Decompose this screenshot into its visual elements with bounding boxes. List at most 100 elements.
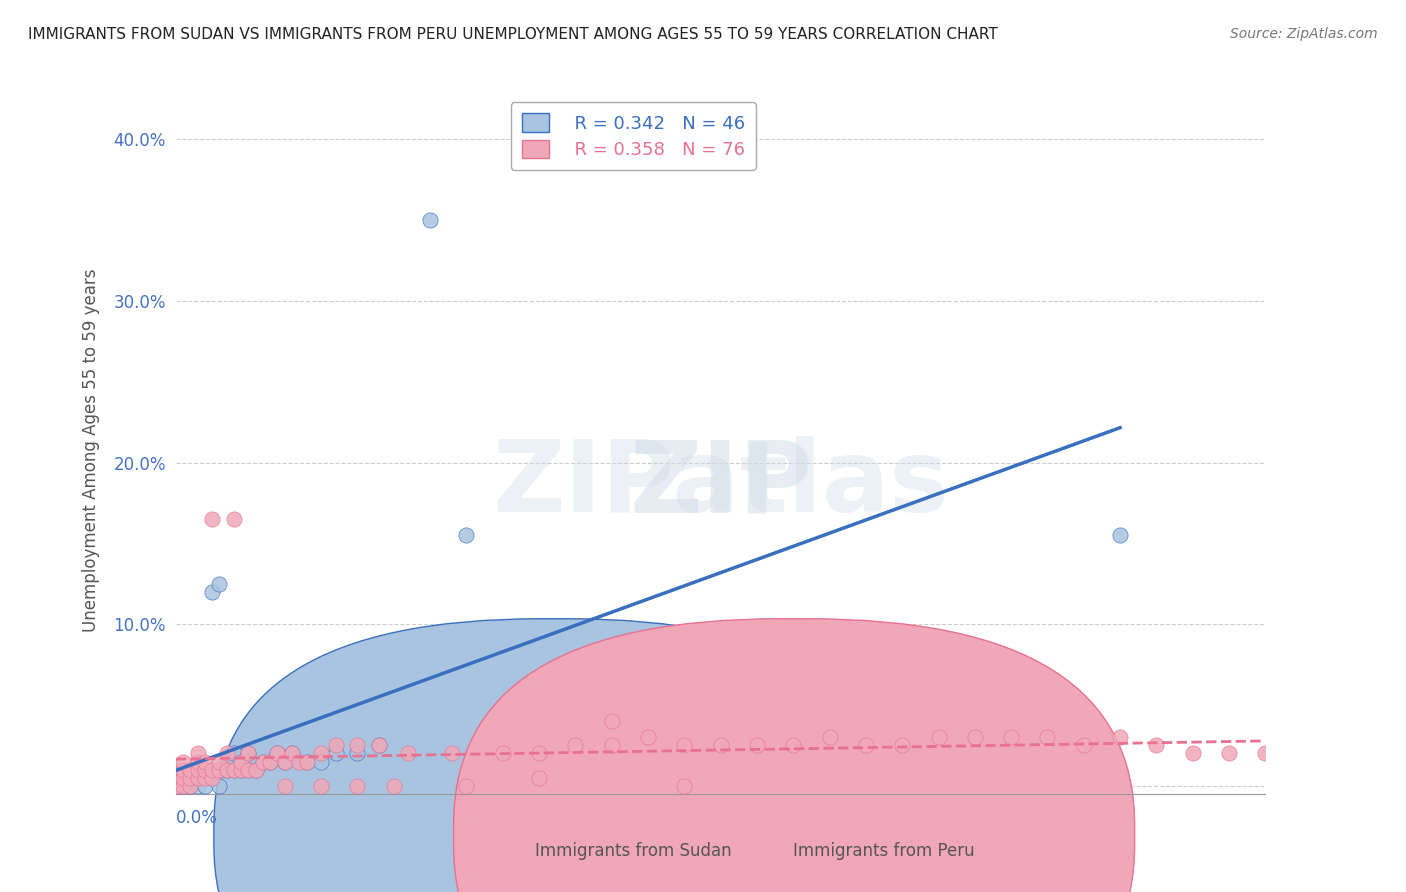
Point [215, 747, 238, 761]
Point [165, 779, 187, 793]
Point [259, 755, 281, 769]
Point [201, 763, 224, 777]
Text: ZIPatlas: ZIPatlas [492, 436, 949, 533]
Point [309, 779, 332, 793]
Text: ZIP: ZIP [628, 436, 813, 533]
Point [419, 213, 441, 227]
Point [172, 763, 194, 777]
Point [222, 763, 245, 777]
Point [172, 763, 194, 777]
Point [281, 747, 304, 761]
Point [1000, 731, 1022, 745]
Point [186, 747, 209, 761]
Point [673, 739, 696, 753]
Point [245, 763, 267, 777]
Point [527, 771, 550, 785]
Point [346, 739, 368, 753]
Point [186, 779, 209, 793]
Point [710, 739, 733, 753]
Text: IMMIGRANTS FROM SUDAN VS IMMIGRANTS FROM PERU UNEMPLOYMENT AMONG AGES 55 TO 59 Y: IMMIGRANTS FROM SUDAN VS IMMIGRANTS FROM… [28, 27, 998, 42]
Point [963, 731, 986, 745]
Point [186, 755, 209, 769]
Point [172, 779, 194, 793]
Point [215, 763, 238, 777]
Point [165, 779, 187, 793]
Point [346, 779, 368, 793]
Point [396, 747, 419, 761]
Point [172, 771, 194, 785]
Point [194, 779, 217, 793]
Point [186, 763, 209, 777]
Point [186, 755, 209, 769]
Point [179, 771, 201, 785]
Point [194, 755, 217, 769]
Text: Source: ZipAtlas.com: Source: ZipAtlas.com [1230, 27, 1378, 41]
Point [564, 739, 586, 753]
Point [165, 771, 187, 785]
Point [172, 779, 194, 793]
Point [274, 779, 297, 793]
Point [215, 763, 238, 777]
Point [1218, 747, 1240, 761]
Point [245, 763, 267, 777]
Point [238, 763, 260, 777]
Point [165, 771, 187, 785]
FancyBboxPatch shape [214, 619, 896, 892]
Point [179, 763, 201, 777]
Point [165, 779, 187, 793]
Point [325, 747, 347, 761]
Point [1109, 528, 1132, 542]
Text: 0.0%: 0.0% [176, 809, 218, 827]
Text: Immigrants from Peru: Immigrants from Peru [793, 842, 974, 860]
Point [295, 755, 318, 769]
Point [186, 763, 209, 777]
Point [179, 779, 201, 793]
Point [252, 755, 274, 769]
Point [274, 755, 297, 769]
Legend:   R = 0.342   N = 46,   R = 0.358   N = 76: R = 0.342 N = 46, R = 0.358 N = 76 [510, 103, 756, 169]
Point [1036, 731, 1059, 745]
Point [231, 763, 253, 777]
Point [259, 755, 281, 769]
Point [186, 771, 209, 785]
Point [165, 779, 187, 793]
Point [201, 771, 224, 785]
Point [208, 779, 231, 793]
Point [194, 763, 217, 777]
Point [637, 731, 659, 745]
Point [222, 763, 245, 777]
Point [252, 755, 274, 769]
Point [179, 779, 201, 793]
Point [222, 512, 245, 526]
FancyBboxPatch shape [454, 619, 1135, 892]
Point [215, 755, 238, 769]
Point [855, 739, 877, 753]
Point [231, 763, 253, 777]
Point [208, 763, 231, 777]
Point [1073, 739, 1095, 753]
Point [346, 747, 368, 761]
Point [222, 747, 245, 761]
Point [492, 747, 515, 761]
Point [325, 739, 347, 753]
Point [309, 747, 332, 761]
Point [165, 779, 187, 793]
Point [782, 739, 804, 753]
Point [231, 755, 253, 769]
Point [165, 779, 187, 793]
Point [527, 747, 550, 761]
Point [201, 585, 224, 599]
Point [179, 763, 201, 777]
Point [281, 747, 304, 761]
Point [368, 739, 391, 753]
Point [673, 779, 696, 793]
Point [186, 771, 209, 785]
Point [238, 763, 260, 777]
Point [172, 771, 194, 785]
Point [208, 763, 231, 777]
Point [891, 739, 914, 753]
Point [928, 731, 950, 745]
Point [368, 739, 391, 753]
Point [231, 755, 253, 769]
Y-axis label: Unemployment Among Ages 55 to 59 years: Unemployment Among Ages 55 to 59 years [82, 268, 100, 632]
